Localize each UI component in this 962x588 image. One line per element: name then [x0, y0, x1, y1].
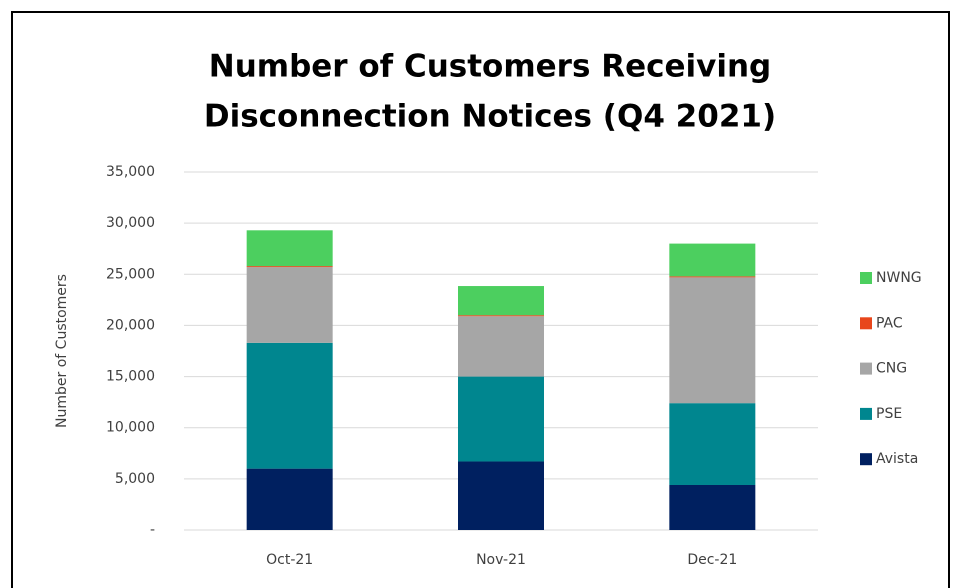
chart-title: Number of Customers Receiving: [209, 49, 771, 85]
y-tick-label: 5,000: [115, 471, 155, 487]
chart-title: Disconnection Notices (Q4 2021): [204, 99, 776, 135]
legend-label: PAC: [876, 315, 903, 331]
bar-segment: [669, 484, 756, 530]
y-tick-label: -: [150, 522, 155, 538]
bar-segment: [458, 286, 544, 316]
bar-segment: [246, 266, 333, 268]
x-tick-label: Dec-21: [687, 552, 737, 568]
y-tick-label: 15,000: [106, 369, 155, 385]
bar-segment: [669, 277, 756, 404]
x-tick-label: Nov-21: [476, 552, 526, 568]
bar-segment: [246, 230, 333, 267]
y-tick-label: 35,000: [106, 164, 155, 180]
legend-label: Avista: [876, 451, 918, 467]
bar-segment: [669, 243, 756, 277]
legend-swatch: [860, 453, 872, 466]
x-tick-label: Oct-21: [266, 552, 313, 568]
bar-segment: [246, 342, 333, 469]
legend-label: CNG: [876, 361, 907, 377]
legend-label: PSE: [876, 406, 902, 422]
bar-segment: [458, 316, 544, 377]
legend-swatch: [860, 362, 872, 375]
y-tick-label: 25,000: [106, 266, 155, 282]
y-tick-label: 10,000: [106, 420, 155, 436]
bar-segment: [246, 267, 333, 343]
bar-segment: [458, 376, 544, 462]
bar-segment: [669, 403, 756, 485]
legend-swatch: [860, 272, 872, 284]
bar-segment: [246, 468, 333, 530]
bar-segment: [458, 315, 544, 317]
legend-label: NWNG: [876, 270, 922, 286]
legend-swatch: [860, 317, 872, 330]
y-tick-label: 20,000: [106, 317, 155, 333]
y-tick-label: 30,000: [106, 215, 155, 231]
bar-segment: [669, 276, 756, 278]
bar-segment: [458, 461, 544, 530]
legend-swatch: [860, 407, 872, 420]
y-axis-label: Number of Customers: [54, 274, 70, 428]
